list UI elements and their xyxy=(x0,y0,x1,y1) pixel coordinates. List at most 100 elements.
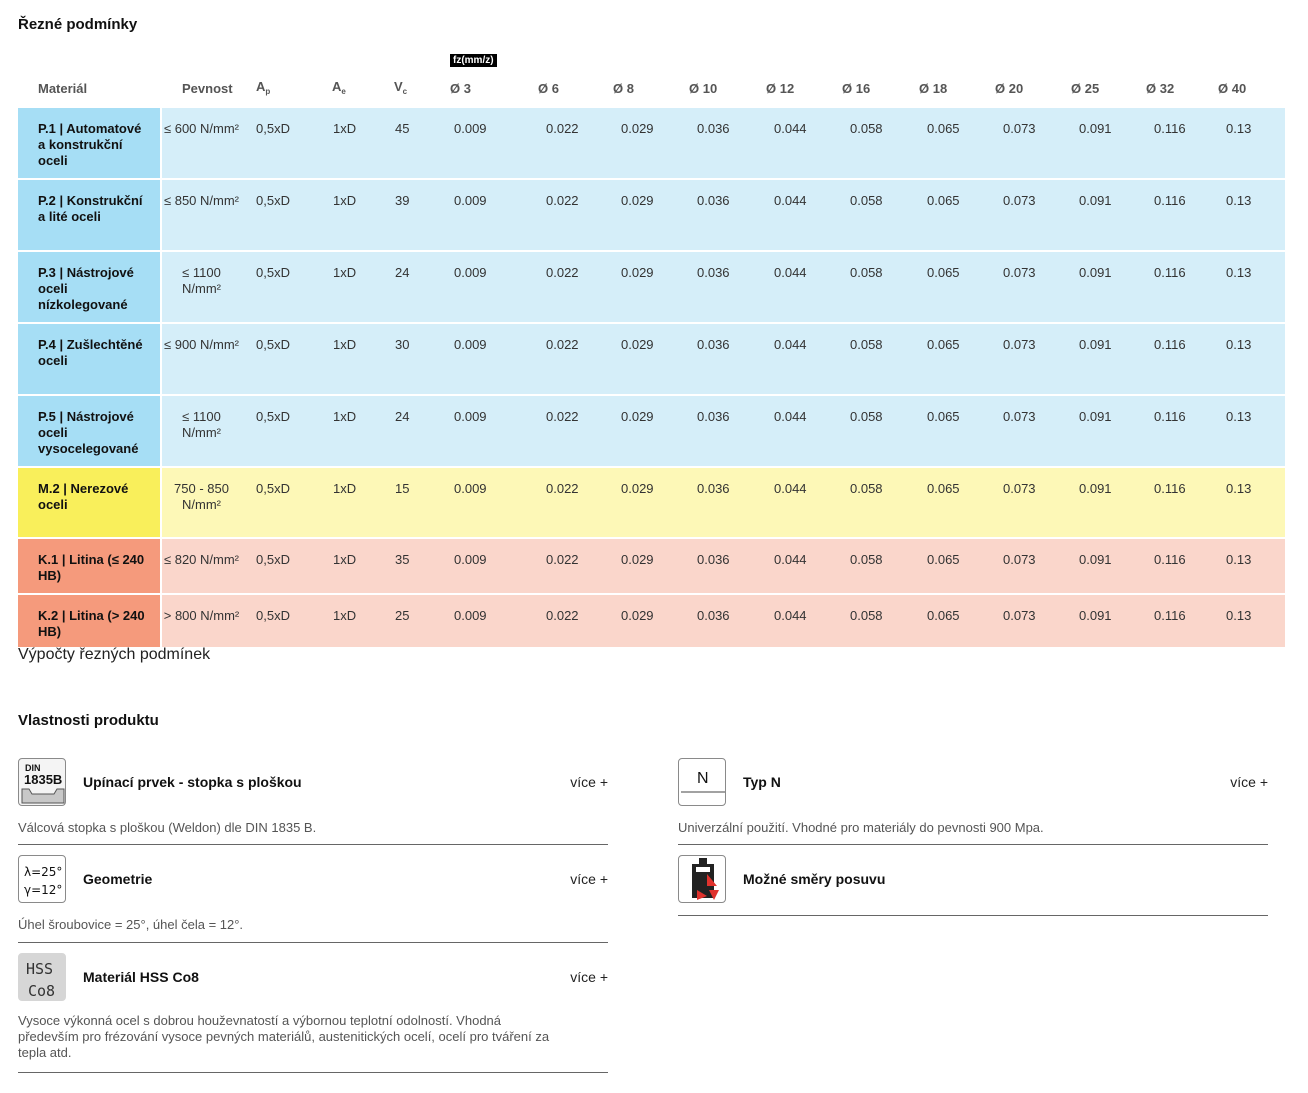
din-icon-text-1: DIN xyxy=(25,763,41,773)
property-desc-geometry: Úhel šroubovice = 25°, úhel čela = 12°. xyxy=(18,917,244,932)
more-button-type-n[interactable]: více + xyxy=(1230,774,1268,790)
more-button-geometry[interactable]: více + xyxy=(570,871,608,887)
fz-cell: 0.116 xyxy=(1146,324,1218,396)
strength-cell: ≤ 850 N/mm² xyxy=(162,180,256,252)
fz-cell: 0.058 xyxy=(842,324,919,396)
product-properties-title: Vlastnosti produktu xyxy=(18,712,159,729)
header-strength: Pevnost xyxy=(182,81,233,96)
vc-cell: 45 xyxy=(394,108,450,180)
property-clamping: DIN 1835B Upínací prvek - stopka s plošk… xyxy=(18,758,608,845)
fz-cell: 0.022 xyxy=(538,252,613,324)
geometry-icon: λ=25° γ=12° xyxy=(18,855,66,903)
material-cell: P.4 | Zušlechtěné oceli xyxy=(18,324,162,396)
fz-cell: 0.091 xyxy=(1071,539,1146,595)
fz-cell: 0.029 xyxy=(613,252,689,324)
ap-cell: 0,5xD xyxy=(256,252,332,324)
header-ap-label: A xyxy=(256,79,266,94)
header-d3: fz(mm/z) Ø 3 xyxy=(450,52,538,108)
din-1835b-icon: DIN 1835B xyxy=(18,758,66,806)
header-vc-sub: c xyxy=(402,87,408,96)
fz-cell: 0.036 xyxy=(689,108,766,180)
feed-directions-icon xyxy=(678,855,726,903)
fz-cell: 0.022 xyxy=(538,180,613,252)
ap-cell: 0,5xD xyxy=(256,324,332,396)
property-feed-directions: Možné směry posuvu xyxy=(678,855,1268,916)
material-cell: P.5 | Nástrojové oceli vysocelegované xyxy=(18,396,162,468)
fz-cell: 0.065 xyxy=(919,108,995,180)
fz-cell: 0.091 xyxy=(1071,595,1146,649)
ap-cell: 0,5xD xyxy=(256,108,332,180)
fz-cell: 0.009 xyxy=(450,252,538,324)
vc-cell: 24 xyxy=(394,252,450,324)
cutting-conditions-table: Materiál Pevnost Ap Ae Vc fz(mm/z) Ø 3 Ø … xyxy=(18,52,1285,649)
fz-cell: 0.044 xyxy=(766,396,842,468)
table-row: P.2 | Konstrukční a lité oceli ≤ 850 N/mm… xyxy=(18,180,1285,252)
fz-cell: 0.116 xyxy=(1146,108,1218,180)
table-row: P.1 | Automatové a konstrukční oceli ≤ 60… xyxy=(18,108,1285,180)
property-material: HSS Co8 Materiál HSS Co8 více + Vysoce v… xyxy=(18,953,608,1073)
cutting-calc-link[interactable]: Výpočty řezných podmínek xyxy=(18,646,211,663)
table-row: P.5 | Nástrojové oceli vysocelegované ≤ 1… xyxy=(18,396,1285,468)
fz-cell: 0.044 xyxy=(766,468,842,539)
fz-cell: 0.091 xyxy=(1071,108,1146,180)
type-n-icon: N xyxy=(678,758,726,806)
fz-cell: 0.091 xyxy=(1071,324,1146,396)
ae-cell: 1xD xyxy=(332,539,394,595)
vc-cell: 25 xyxy=(394,595,450,649)
fz-label: fz(mm/z) xyxy=(450,54,497,67)
vc-cell: 39 xyxy=(394,180,450,252)
fz-cell: 0.044 xyxy=(766,108,842,180)
table-row: M.2 | Nerezové oceli 750 - 850 N/mm² 0,5xD… xyxy=(18,468,1285,539)
fz-cell: 0.13 xyxy=(1218,108,1285,180)
vc-cell: 24 xyxy=(394,396,450,468)
fz-cell: 0.091 xyxy=(1071,180,1146,252)
fz-cell: 0.029 xyxy=(613,180,689,252)
fz-cell: 0.009 xyxy=(450,396,538,468)
header-d25: Ø 25 xyxy=(1071,81,1100,96)
ae-cell: 1xD xyxy=(332,252,394,324)
header-vc: Vc xyxy=(394,52,450,108)
more-button-clamping[interactable]: více + xyxy=(570,774,608,790)
fz-cell: 0.058 xyxy=(842,595,919,649)
material-cell: K.1 | Litina (≤ 240 HB) xyxy=(18,539,162,595)
fz-cell: 0.13 xyxy=(1218,252,1285,324)
fz-cell: 0.065 xyxy=(919,324,995,396)
fz-cell: 0.029 xyxy=(613,108,689,180)
geometry-icon-text-2: γ=12° xyxy=(24,883,62,897)
fz-cell: 0.044 xyxy=(766,539,842,595)
property-title-type-n: Typ N xyxy=(743,774,781,790)
strength-cell: ≤ 820 N/mm² xyxy=(162,539,256,595)
fz-cell: 0.009 xyxy=(450,324,538,396)
fz-cell: 0.13 xyxy=(1218,468,1285,539)
header-d18: Ø 18 xyxy=(919,81,948,96)
more-button-material[interactable]: více + xyxy=(570,969,608,985)
material-cell: P.2 | Konstrukční a lité oceli xyxy=(18,180,162,252)
fz-cell: 0.058 xyxy=(842,180,919,252)
fz-cell: 0.13 xyxy=(1218,396,1285,468)
header-d10: Ø 10 xyxy=(689,81,718,96)
table-row: P.4 | Zušlechtěné oceli ≤ 900 N/mm² 0,5xD 1… xyxy=(18,324,1285,396)
material-cell: M.2 | Nerezové oceli xyxy=(18,468,162,539)
fz-cell: 0.073 xyxy=(995,180,1071,252)
property-type-n: N Typ N více + Univerzální použití. Vhod… xyxy=(678,758,1268,845)
material-cell: P.1 | Automatové a konstrukční oceli xyxy=(18,108,162,180)
property-title-feed-directions: Možné směry posuvu xyxy=(743,871,886,887)
property-title-clamping: Upínací prvek - stopka s ploškou xyxy=(83,774,302,790)
fz-cell: 0.116 xyxy=(1146,595,1218,649)
fz-cell: 0.065 xyxy=(919,595,995,649)
fz-cell: 0.13 xyxy=(1218,324,1285,396)
property-title-geometry: Geometrie xyxy=(83,871,153,887)
fz-cell: 0.029 xyxy=(613,539,689,595)
fz-cell: 0.091 xyxy=(1071,396,1146,468)
table-row: K.2 | Litina (> 240 HB) > 800 N/mm² 0,5xD 1… xyxy=(18,595,1285,649)
fz-cell: 0.044 xyxy=(766,252,842,324)
table-header-row: Materiál Pevnost Ap Ae Vc fz(mm/z) Ø 3 Ø … xyxy=(18,52,1285,108)
fz-cell: 0.044 xyxy=(766,595,842,649)
fz-cell: 0.091 xyxy=(1071,252,1146,324)
header-ae-label: A xyxy=(332,79,342,94)
fz-cell: 0.065 xyxy=(919,396,995,468)
fz-cell: 0.022 xyxy=(538,539,613,595)
fz-cell: 0.116 xyxy=(1146,468,1218,539)
ap-cell: 0,5xD xyxy=(256,468,332,539)
fz-cell: 0.036 xyxy=(689,180,766,252)
